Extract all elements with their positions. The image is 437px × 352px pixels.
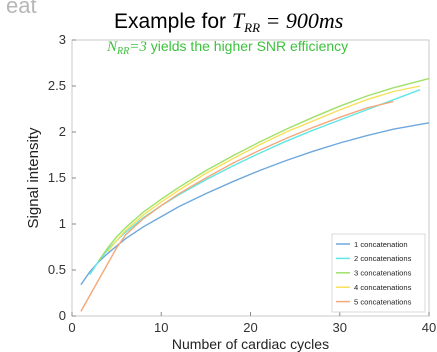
chart-title-symbol-sub: RR <box>244 20 261 35</box>
annotation-symbol-letter: N <box>107 39 118 55</box>
legend-label-3: 3 concatenations <box>354 269 412 278</box>
legend-label-1: 1 concatenation <box>354 240 408 249</box>
annotation-symbol: NRR=3 <box>107 39 147 57</box>
x-axis-label: Number of cardiac cycles <box>172 336 329 352</box>
x-tick-label: 30 <box>333 320 347 335</box>
legend-label-4: 4 concatenations <box>354 283 412 292</box>
x-tick-label: 20 <box>243 320 257 335</box>
y-axis-label: Signal intensity <box>25 127 42 228</box>
chart-title: Example for TRR = 900ms <box>114 8 343 36</box>
chart-title-value: 900ms <box>285 8 344 33</box>
series-lines <box>80 77 430 312</box>
annotation-symbol-sub: RR <box>117 46 130 57</box>
y-tick-label: 1.5 <box>48 170 66 185</box>
legend-label-2: 2 concatenations <box>354 254 412 263</box>
y-tick-label: 2 <box>59 124 66 139</box>
legend: 1 concatenation 2 concatenations 3 concate… <box>331 233 426 313</box>
chart-title-symbol-letter: T <box>231 8 245 33</box>
x-tick-label: 10 <box>154 320 168 335</box>
series-line-3 <box>98 77 430 262</box>
series-line-1 <box>80 122 430 286</box>
chart-title-equals: = <box>260 8 286 33</box>
cropped-header-fragment: eat <box>6 0 37 18</box>
chart-title-prefix: Example for <box>114 10 232 33</box>
chart-annotation: NRR=3 yields the higher SNR efficiency <box>107 38 348 57</box>
axes-group: 0 10 20 30 40 0 0.5 1 1.5 2 2.5 3 Number of cardiac … <box>25 32 436 352</box>
chart-title-symbol: TRR <box>231 8 261 35</box>
annotation-text: yields the higher SNR efficiency <box>146 38 349 54</box>
y-tick-label: 1 <box>59 216 66 231</box>
y-tick-label: 3 <box>59 32 66 47</box>
legend-label-5: 5 concatenations <box>354 297 412 306</box>
y-tick-label: 2.5 <box>48 78 66 93</box>
series-line-5 <box>80 100 394 312</box>
x-tick-label: 0 <box>68 320 75 335</box>
y-tick-label: 0 <box>59 308 66 323</box>
y-tick-label: 0.5 <box>48 262 66 277</box>
x-tick-label: 40 <box>422 320 436 335</box>
series-line-4 <box>107 85 421 253</box>
annotation-equals: =3 <box>129 39 147 55</box>
